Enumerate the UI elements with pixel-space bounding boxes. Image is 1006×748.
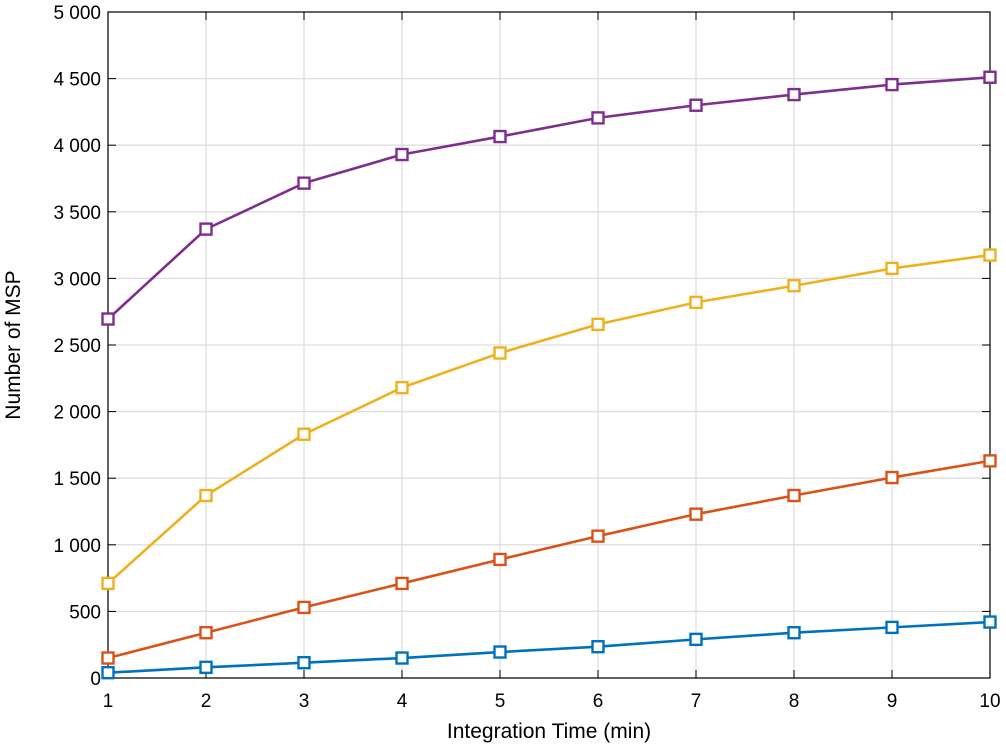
data-point-marker <box>787 87 801 102</box>
data-point-marker <box>983 248 997 262</box>
y-axis-title: Number of MSP <box>2 270 25 419</box>
y-tick-label: 2 000 <box>53 403 101 424</box>
x-tick-label: 6 <box>593 691 604 712</box>
y-tick-label: 1 500 <box>53 469 101 490</box>
data-point-marker <box>787 626 801 640</box>
x-tick-label: 4 <box>397 691 408 712</box>
data-point-marker <box>101 665 115 680</box>
series-2 <box>101 454 997 665</box>
y-tick-label: 0 <box>90 669 101 690</box>
data-point-marker <box>101 651 115 665</box>
data-point-marker <box>493 346 507 360</box>
data-point-marker <box>591 639 605 654</box>
y-tick-label: 3 500 <box>53 203 101 224</box>
y-tick-label: 500 <box>69 602 101 623</box>
x-tick-label: 5 <box>495 691 506 712</box>
data-point-marker <box>591 529 605 543</box>
series-3 <box>101 248 997 591</box>
data-point-marker <box>983 454 997 468</box>
data-point-marker <box>493 552 507 567</box>
y-tick-label: 4 000 <box>53 136 101 157</box>
series-line <box>107 459 991 660</box>
data-point-marker <box>787 279 801 293</box>
data-point-marker <box>983 615 997 629</box>
data-point-marker <box>493 129 507 144</box>
data-point-marker <box>395 651 409 665</box>
data-point-marker <box>983 70 997 84</box>
series-line <box>107 253 991 585</box>
tick-labels: 1 2 3 4 5 6 7 8 9 10 0 500 1 000 1 500 2 000 2 500 3 000… <box>53 3 1000 712</box>
x-tick-label: 8 <box>789 691 800 712</box>
data-point-marker <box>199 626 213 640</box>
y-tick-label: 4 500 <box>53 70 101 91</box>
data-point-marker <box>395 576 409 591</box>
y-tick-label: 1 000 <box>53 536 101 557</box>
data-point-marker <box>591 111 605 125</box>
data-point-marker <box>395 380 409 395</box>
x-axis-title: Integration Time (min) <box>447 720 651 743</box>
data-point-marker <box>591 317 605 332</box>
data-point-marker <box>689 507 703 521</box>
y-tick-label: 3 000 <box>53 269 101 290</box>
series-line <box>107 75 991 320</box>
data-point-marker <box>297 427 311 441</box>
data-point-marker <box>297 600 311 615</box>
data-point-marker <box>885 620 899 635</box>
data-point-marker <box>297 655 311 670</box>
data-point-marker <box>885 470 899 485</box>
series-group <box>101 70 997 680</box>
data-point-marker <box>885 261 899 276</box>
data-point-marker <box>101 576 115 591</box>
data-point-marker <box>297 176 311 190</box>
series-4 <box>101 70 997 326</box>
y-tick-label: 2 500 <box>53 336 101 357</box>
data-point-marker <box>787 488 801 503</box>
data-point-marker <box>101 312 115 326</box>
x-tick-label: 7 <box>691 691 702 712</box>
data-point-marker <box>689 632 703 647</box>
data-point-marker <box>199 222 213 236</box>
x-tick-label: 3 <box>299 691 310 712</box>
x-tick-label: 9 <box>887 691 898 712</box>
x-tick-label: 1 <box>103 691 114 712</box>
data-point-marker <box>689 295 703 310</box>
y-tick-label: 5 000 <box>53 3 101 24</box>
grid-lines <box>107 11 991 679</box>
data-point-marker <box>493 645 507 659</box>
series-line <box>107 620 991 674</box>
data-point-marker <box>885 77 899 92</box>
x-tick-label: 10 <box>979 691 1000 712</box>
data-point-marker <box>199 488 213 503</box>
data-point-marker <box>199 660 213 675</box>
x-tick-label: 2 <box>201 691 212 712</box>
series-1 <box>101 615 997 680</box>
data-point-marker <box>689 98 703 112</box>
data-point-marker <box>395 147 409 162</box>
